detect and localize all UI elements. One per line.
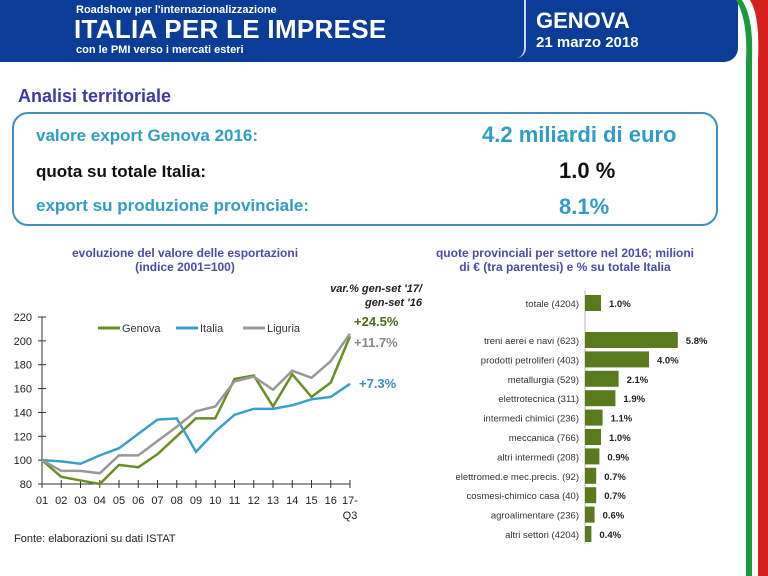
header-divider — [516, 0, 526, 58]
bar — [585, 390, 616, 407]
line-chart-subtitle: (indice 2001=100) — [135, 260, 235, 274]
series-line-liguria — [41, 332, 352, 475]
y-tick-label: 160 — [14, 384, 32, 396]
line-chart-title-text: evoluzione del valore delle esportazioni — [71, 246, 299, 260]
end-label-italia: +7.3% — [359, 376, 397, 391]
bar-value-label: 1.0% — [609, 299, 631, 310]
bar — [585, 295, 601, 311]
line-chart-title: evoluzione del valore delle esportazioni… — [40, 246, 330, 274]
header-title: ITALIA PER LE IMPRESE — [74, 14, 387, 44]
variation-note-line1: var.% gen-set '17/ — [330, 283, 422, 295]
x-tick-label: 13 — [267, 495, 279, 507]
x-tick-label: 04 — [94, 495, 106, 507]
header-banner: Roadshow per l'internazionalizzazione IT… — [0, 0, 738, 62]
x-tick-label: 16 — [325, 495, 337, 507]
legend-label-liguria: Liguria — [267, 323, 301, 335]
bar — [585, 409, 603, 426]
header-date: 21 marzo 2018 — [536, 34, 639, 51]
x-tick-label: 02 — [55, 495, 67, 507]
bar-value-label: 1.1% — [611, 414, 633, 425]
y-tick-label: 80 — [20, 479, 32, 491]
bar-category-label: altri settori (4204) — [505, 530, 579, 541]
bar-category-label: treni aerei e navi (623) — [484, 336, 579, 347]
export-label: valore export Genova 2016: — [36, 126, 259, 145]
share-value: 1.0 % — [559, 158, 616, 183]
bar-value-label: 2.1% — [627, 375, 649, 386]
variation-note: var.% gen-set '17/ gen-set '16 — [300, 282, 422, 310]
y-tick-label: 200 — [14, 336, 32, 348]
header-city: GENOVA — [536, 8, 630, 33]
bar-value-label: 1.0% — [609, 433, 631, 444]
bar-value-label: 0.7% — [604, 472, 626, 483]
x-tick-label: 11 — [229, 495, 240, 507]
bar-category-label: elettromed.e mec.precis. (92) — [455, 472, 579, 483]
section-title: Analisi territoriale — [18, 86, 172, 106]
y-tick-label: 180 — [14, 360, 32, 372]
y-tick-label: 220 — [14, 312, 32, 324]
bar-category-label: agroalimentare (236) — [491, 511, 579, 522]
production-value: 8.1% — [559, 194, 610, 219]
x-tick-label: Q3 — [343, 510, 358, 522]
italian-flag-ribbon — [736, 0, 768, 576]
series-line-genova — [41, 335, 352, 486]
bar-category-label: meccanica (766) — [509, 433, 579, 444]
source-note: Fonte: elaborazioni su dati ISTAT — [14, 533, 176, 545]
line-chart: 80 100 120 140 160 180 200 220 01 02 03 04 05 06 07 08 0… — [14, 312, 399, 522]
bar — [585, 429, 601, 445]
x-tick-label: 06 — [132, 495, 144, 507]
x-tick-label: 12 — [248, 495, 260, 507]
y-tick-label: 100 — [14, 455, 32, 467]
bar-category-label: intermedi chimici (236) — [483, 414, 579, 425]
bar — [585, 467, 597, 484]
header-tagline: con le PMI verso i mercati esteri — [76, 44, 244, 56]
bar-category-label: cosmesi-chimico casa (40) — [467, 491, 579, 502]
x-tick-label: 15 — [305, 495, 317, 507]
bar — [585, 487, 597, 504]
bar — [585, 351, 649, 368]
x-tick-label: 08 — [171, 495, 183, 507]
header-subtitle: Roadshow per l'internazionalizzazione — [76, 4, 277, 16]
x-tick-label: 07 — [151, 495, 163, 507]
x-tick-label: 17- — [342, 495, 358, 507]
end-label-liguria: +11.7% — [354, 335, 398, 350]
bar-value-label: 0.9% — [607, 452, 629, 463]
bar-value-label: 0.6% — [603, 511, 625, 522]
share-label: quota su totale Italia: — [36, 162, 207, 181]
x-tick-label: 05 — [113, 495, 125, 507]
bar-value-label: 4.0% — [657, 355, 679, 366]
production-label: export su produzione provinciale: — [36, 196, 309, 215]
y-tick-label: 140 — [14, 407, 32, 419]
y-tick-label: 120 — [14, 431, 32, 443]
end-label-genova: +24.5% — [354, 314, 399, 329]
bar-value-label: 0.4% — [599, 530, 621, 541]
summary-box: valore export Genova 2016: 4.2 miliardi … — [12, 112, 718, 226]
bar-chart-title-text: quote provinciali per settore nel 2016; … — [435, 246, 695, 260]
bar-category-label: metallurgia (529) — [508, 375, 579, 386]
bar-category-label: elettrotecnica (311) — [498, 394, 579, 405]
variation-note-line2: gen-set '16 — [364, 297, 422, 309]
bar — [585, 332, 678, 348]
bar-chart-subtitle: di € (tra parentesi) e % su totale Itali… — [459, 260, 671, 274]
bar-value-label: 1.9% — [623, 394, 645, 405]
x-tick-label: 09 — [190, 495, 202, 507]
bar-category-label: altri intermedi (208) — [497, 452, 579, 463]
series-line-italia — [41, 382, 351, 466]
legend-label-genova: Genova — [122, 323, 161, 335]
bar — [585, 526, 592, 542]
bar — [585, 370, 619, 387]
bar-category-label: totale (4204) — [526, 299, 579, 310]
bar-value-label: 0.7% — [604, 491, 626, 502]
bar-chart: totale (4204) 1.0% treni aerei e navi (623… — [455, 291, 708, 544]
bar-chart-title: quote provinciali per settore nel 2016; … — [410, 246, 720, 274]
bar — [585, 506, 595, 523]
export-value: 4.2 miliardi di euro — [482, 122, 677, 147]
x-tick-label: 03 — [74, 495, 86, 507]
x-tick-label: 01 — [36, 495, 48, 507]
bar-category-label: prodotti petroliferi (403) — [481, 355, 579, 366]
x-tick-label: 10 — [209, 495, 221, 507]
bar — [585, 448, 600, 465]
bar-value-label: 5.8% — [686, 336, 708, 347]
x-tick-label: 14 — [286, 495, 298, 507]
legend-label-italia: Italia — [200, 323, 224, 335]
